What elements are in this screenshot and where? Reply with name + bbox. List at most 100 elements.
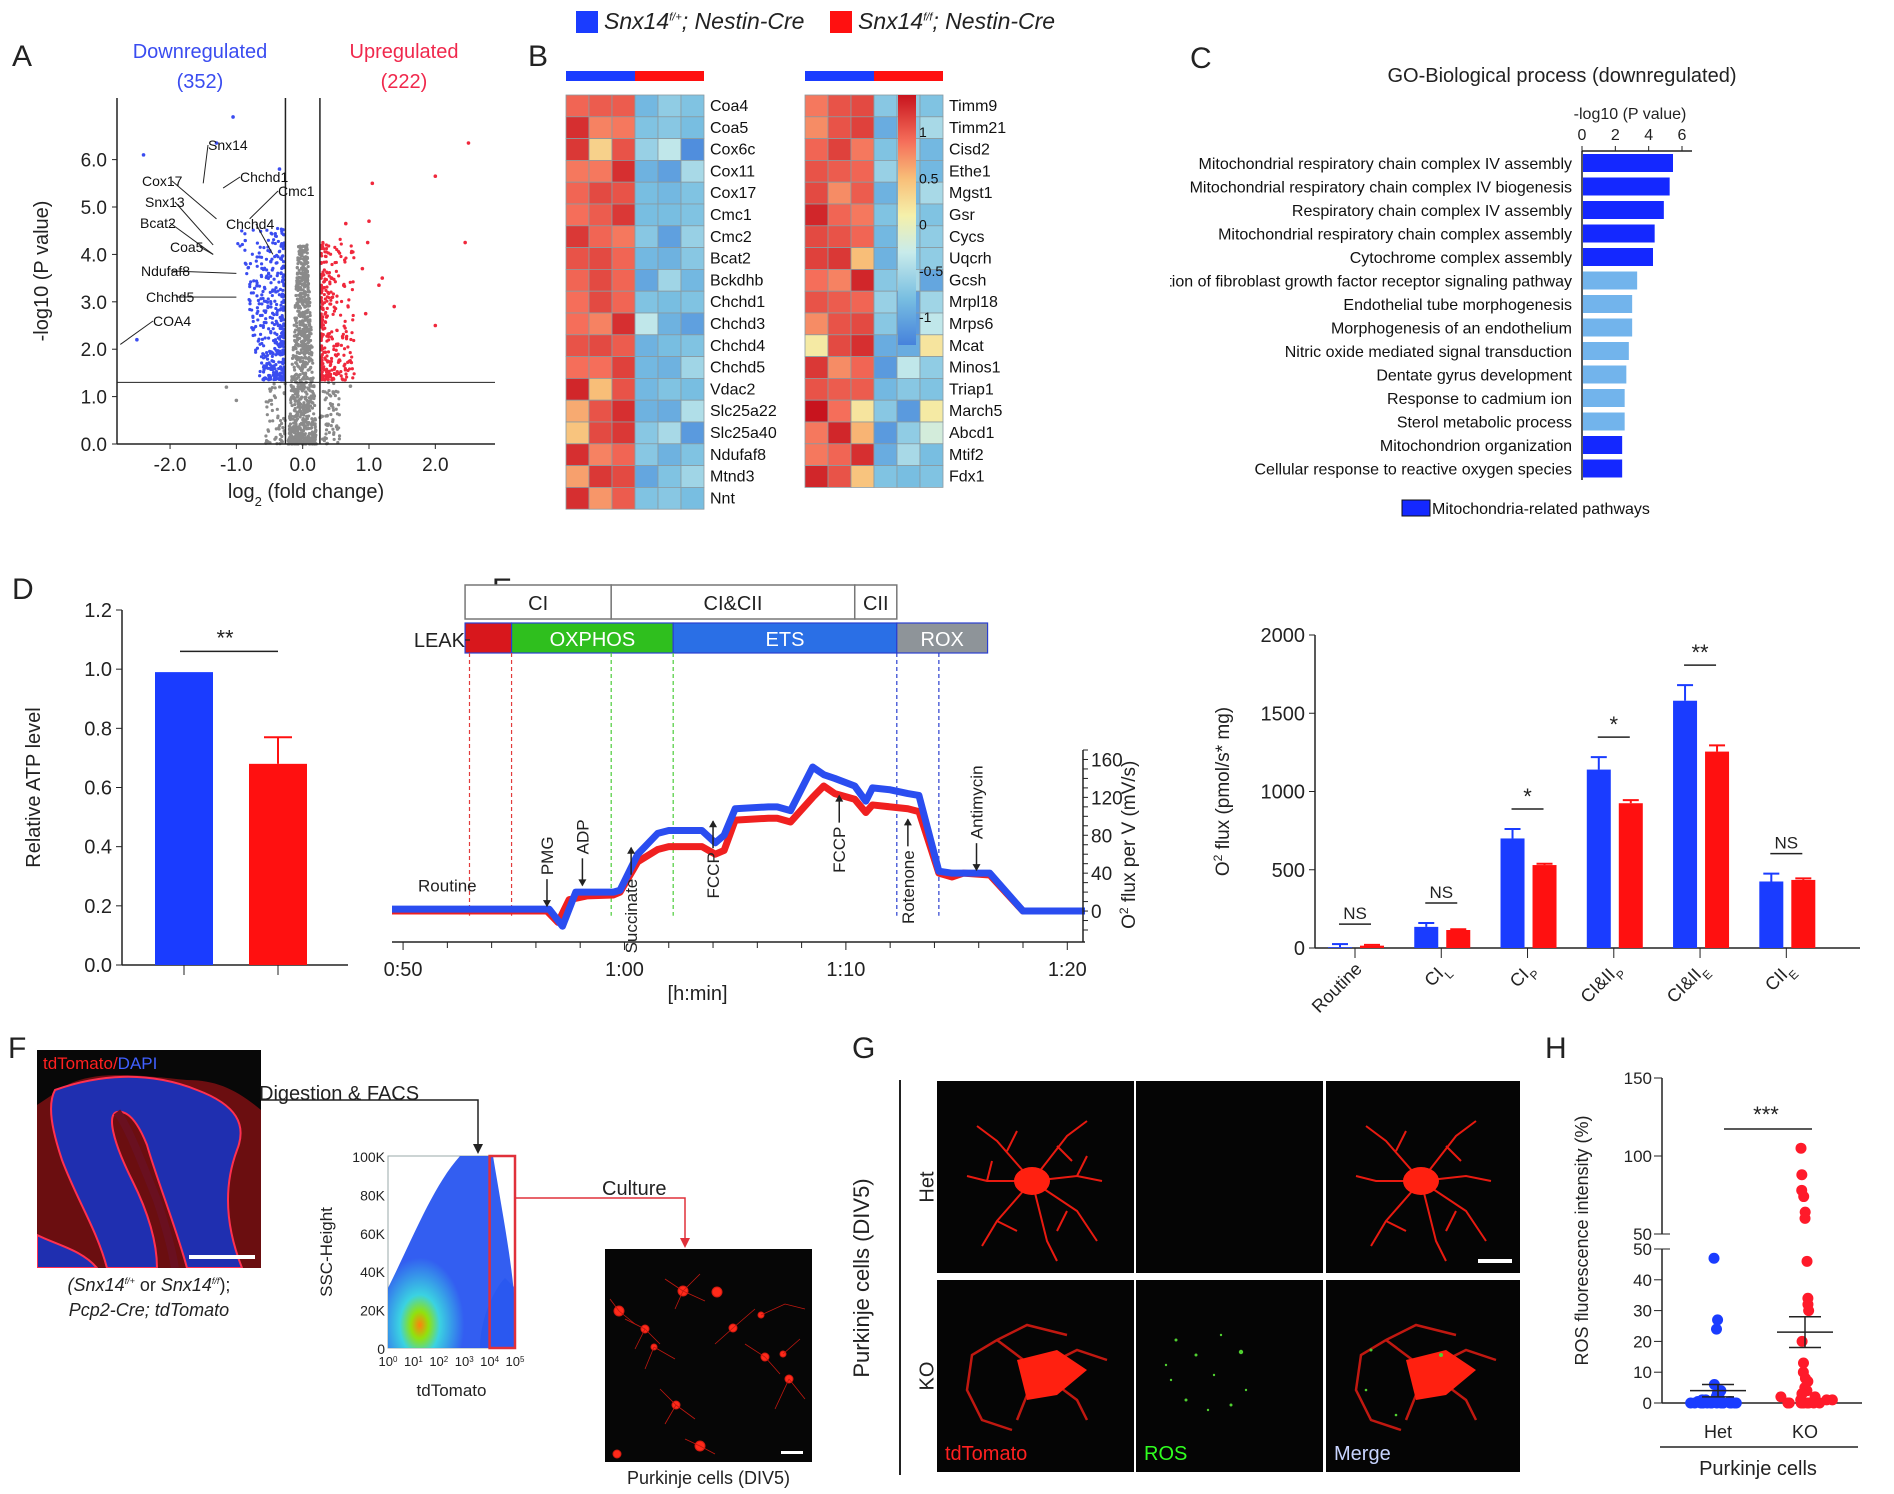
heatmap-row-label: Slc25a40 — [710, 425, 777, 442]
heatmap-cell — [680, 377, 705, 401]
x-tick-label: CI&IIE — [1663, 959, 1715, 1011]
ns-point — [295, 429, 300, 433]
up-point — [321, 315, 325, 319]
y-tick-label: 40 — [1633, 1271, 1652, 1290]
x-tick-label: CIL — [1420, 958, 1456, 994]
heatmap-cell — [804, 116, 829, 139]
up-point — [344, 329, 348, 334]
heatmap-cell — [873, 421, 898, 445]
ns-point — [303, 293, 307, 297]
y-axis-label: O2 flux (pmol/s* mg) — [1211, 707, 1234, 876]
heatmap-cell — [634, 247, 659, 270]
annotation-label: Antimycin — [968, 765, 987, 839]
up-point — [340, 377, 344, 381]
down-point — [275, 321, 279, 325]
extra-point — [234, 398, 239, 403]
ns-point — [274, 427, 278, 431]
down-point — [273, 299, 277, 303]
down-point — [255, 264, 259, 268]
up-point — [321, 323, 326, 327]
down-point — [249, 280, 253, 284]
y-tick-label: 2000 — [1261, 625, 1306, 647]
heatmap-cell — [827, 443, 852, 466]
ns-point — [306, 440, 311, 444]
heatmap-cell — [657, 486, 682, 510]
ns-point — [298, 360, 303, 364]
go-bar — [1583, 224, 1655, 243]
heatmap-cell — [804, 94, 829, 118]
up-point — [325, 299, 329, 303]
down-point — [276, 289, 280, 293]
ns-point — [273, 437, 277, 441]
down-point — [260, 337, 265, 341]
ns-point — [298, 372, 302, 377]
heatmap-cell — [680, 116, 705, 139]
neuron-merge-ko: Merge — [1326, 1280, 1520, 1472]
go-bar — [1583, 436, 1623, 454]
ns-point — [324, 432, 328, 436]
ns-point — [304, 408, 308, 412]
heatmap-cell — [850, 160, 875, 183]
ns-point — [294, 425, 298, 429]
y-tick-label: 120 — [1091, 788, 1123, 809]
down-point — [261, 289, 265, 294]
heatmap-cell — [588, 138, 613, 161]
up-point — [337, 274, 341, 278]
gene-label-leader — [199, 246, 214, 255]
ns-point — [310, 417, 314, 421]
subscript: L — [1442, 967, 1457, 982]
heatmap-cell — [588, 334, 613, 357]
heatmap-cell — [680, 225, 705, 249]
y-tick-label: 0.0 — [81, 435, 107, 456]
ns-point — [290, 356, 295, 360]
ns-point — [310, 438, 315, 442]
up-point — [329, 372, 333, 376]
culture-arrow — [515, 1197, 686, 1242]
heatmap-cell — [850, 356, 875, 379]
heatmap-cell — [896, 421, 921, 445]
state-band — [464, 622, 513, 654]
heatmap-row-label: Coa5 — [710, 120, 748, 137]
ns-point — [334, 425, 339, 429]
y-tick-label: 0.6 — [84, 778, 112, 800]
up-point — [335, 344, 339, 348]
down-point — [259, 262, 264, 266]
complex-band — [464, 584, 612, 620]
ns-point — [296, 344, 301, 348]
down-point — [270, 359, 275, 363]
superscript: 2 — [1211, 854, 1225, 861]
down-point — [265, 300, 270, 304]
y-axis-label: Relative ATP level — [23, 707, 45, 867]
ns-point — [302, 342, 306, 346]
ns-point — [301, 298, 305, 303]
ns-point — [325, 391, 329, 395]
up-point — [335, 328, 339, 332]
down-point — [276, 255, 280, 259]
up-point — [339, 343, 343, 347]
ns-point — [306, 423, 310, 427]
down-point — [280, 257, 284, 261]
x-tick-label: Het — [1704, 1422, 1732, 1442]
y-tick-label: 2.0 — [81, 340, 107, 361]
heatmap-row-label: Mtif2 — [949, 447, 984, 464]
data-point — [1814, 1397, 1826, 1409]
ns-point — [278, 418, 283, 423]
down-point — [263, 287, 267, 291]
ns-point — [299, 412, 303, 417]
ns-point — [308, 300, 312, 305]
down-point — [272, 322, 277, 327]
up-point — [329, 276, 334, 280]
ns-point — [332, 437, 336, 442]
down-point — [260, 341, 264, 346]
down-point — [269, 281, 273, 285]
ns-point — [299, 431, 303, 435]
gene-label: Coa5 — [170, 239, 204, 255]
gene-label: Chchd5 — [146, 289, 194, 305]
digestion-facs-label: Digestion & FACS — [259, 1083, 420, 1105]
extra-point — [380, 276, 385, 280]
heatmap-row-label: Slc25a22 — [710, 403, 777, 420]
up-point — [333, 280, 337, 284]
heatmap-cell — [896, 443, 921, 466]
heatmap-cell — [896, 377, 921, 401]
y-axis-label: SSC-Height — [317, 1207, 336, 1297]
